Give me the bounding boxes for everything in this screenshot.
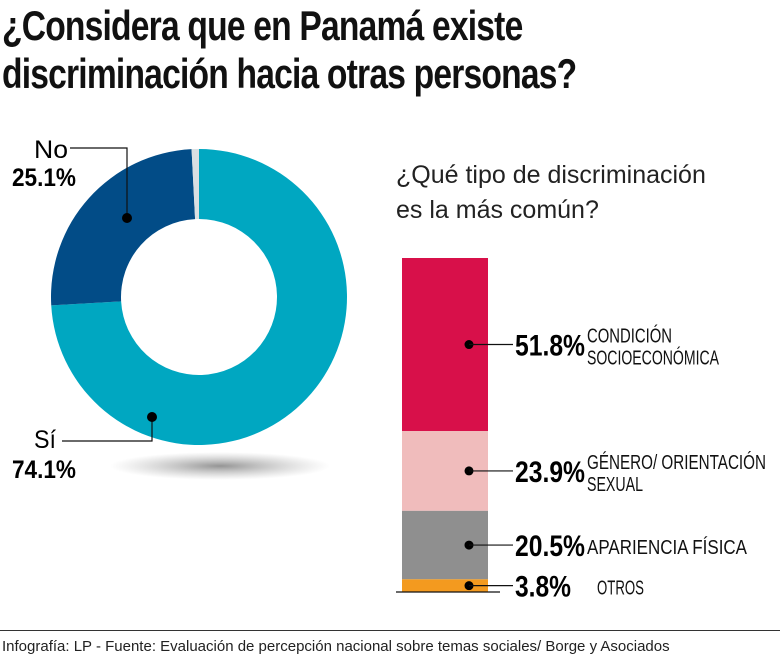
segment-value-3: 3.8% xyxy=(515,571,571,604)
segment-label-0-0: CONDICIÓN xyxy=(587,325,672,348)
segment-label-3-0: OTROS xyxy=(597,578,644,600)
leader-no xyxy=(70,147,128,218)
value-si: 74.1% xyxy=(12,456,76,484)
segment-value-1: 23.9% xyxy=(515,456,585,489)
label-no: No xyxy=(34,136,68,164)
segment-label-2-0: APARIENCIA FÍSICA xyxy=(587,536,748,559)
donut-labels: No 25.1% Sí 74.1% xyxy=(12,136,157,484)
title-line-1: ¿Considera que en Panamá existe xyxy=(2,2,523,49)
label-si: Sí xyxy=(34,426,56,454)
bar-chart-title: ¿Qué tipo de discriminación es la más co… xyxy=(396,158,706,228)
value-no: 25.1% xyxy=(12,164,76,192)
segment-label-1-1: SEXUAL xyxy=(587,474,643,496)
marker-si xyxy=(147,412,157,422)
donut-shadow xyxy=(110,452,330,480)
segment-label-0-1: SOCIOECONÓMICA xyxy=(587,347,719,370)
subtitle-line-1: ¿Qué tipo de discriminación xyxy=(396,161,706,189)
marker-no xyxy=(122,213,132,223)
donut-slice-no xyxy=(51,149,196,306)
chart-title: ¿Considera que en Panamá existe discrimi… xyxy=(2,2,720,98)
donut-chart xyxy=(51,149,348,445)
donut-slice-other xyxy=(191,149,199,220)
title-line-2: discriminación hacia otras personas? xyxy=(2,50,577,97)
segment-value-2: 20.5% xyxy=(515,530,585,563)
chart-canvas: No 25.1% Sí 74.1% 51.8% CONDICIÓNSOCIOECO… xyxy=(12,136,766,604)
footer-credit: Infografía: LP - Fuente: Evaluación de p… xyxy=(2,638,670,655)
segment-value-0: 51.8% xyxy=(515,330,585,363)
segment-label-1-0: GÉNERO/ ORIENTACIÓN xyxy=(587,451,766,474)
leader-si xyxy=(62,417,153,442)
subtitle-line-2: es la más común? xyxy=(396,196,599,224)
donut-slice-si xyxy=(51,149,348,445)
footer-divider xyxy=(0,630,780,631)
